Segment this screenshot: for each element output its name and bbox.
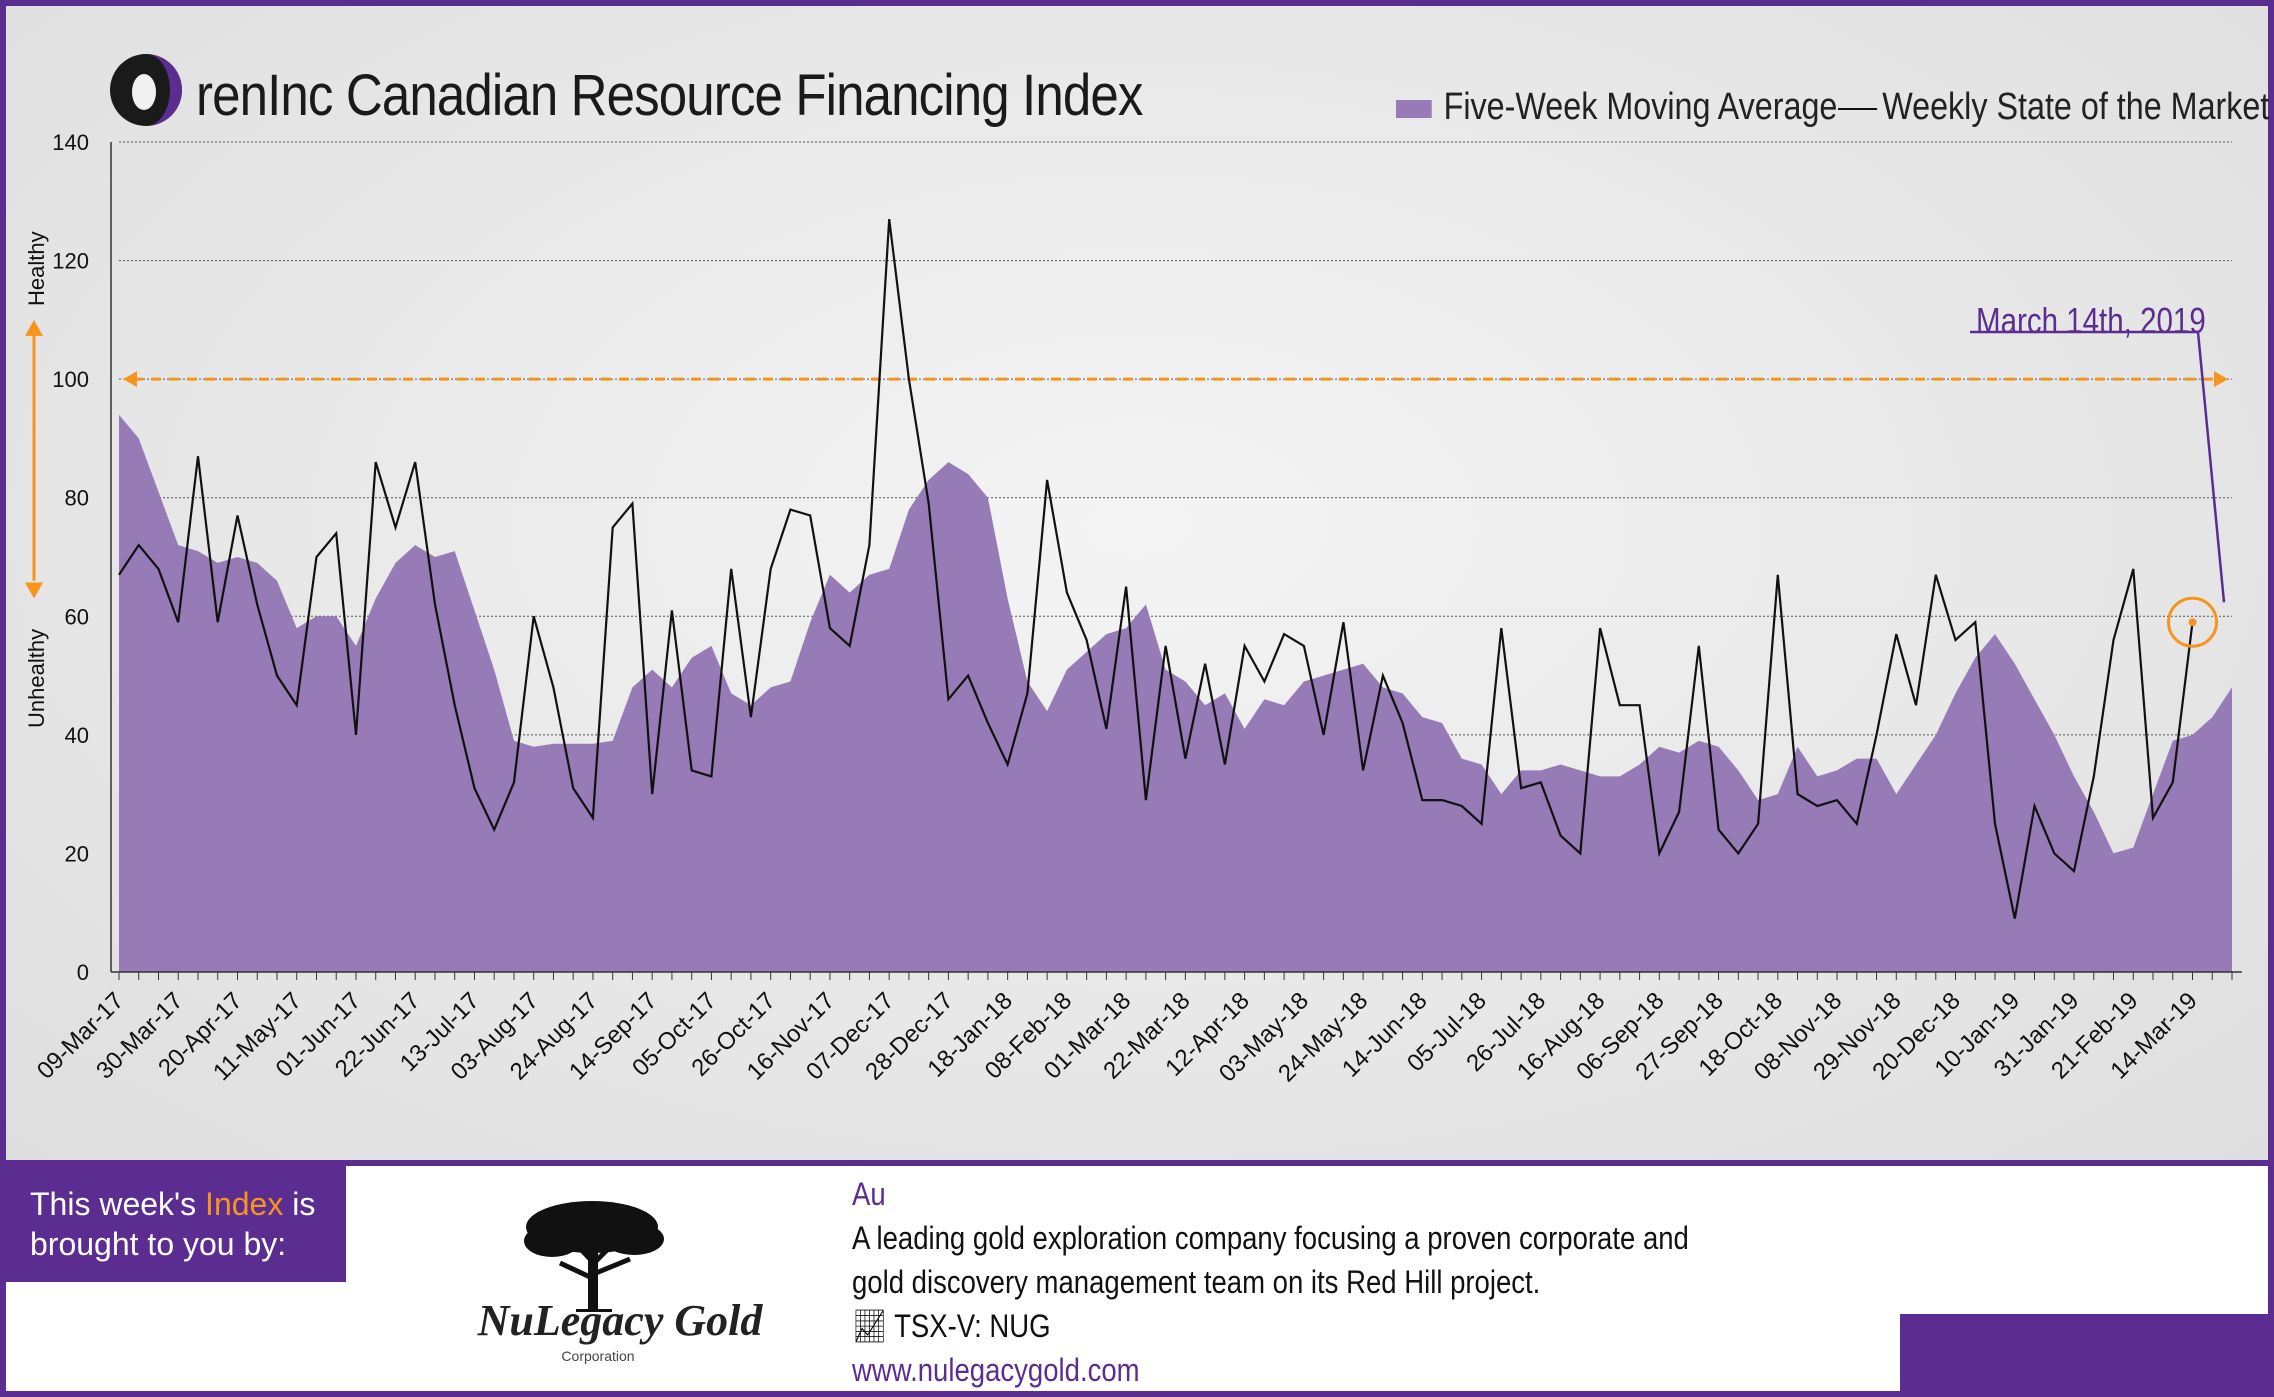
sponsor-company-name: NuLegacy Gold [477,1296,764,1345]
date-callout: March 14th, 2019 [1976,300,2206,341]
stock-chart-icon: 📈︎ [852,1308,895,1344]
sponsor-label-highlight: Index [205,1186,284,1222]
y-tick-label: 140 [52,130,89,155]
sponsor-description: Au A leading gold exploration company fo… [852,1172,1752,1392]
sponsor-url-link[interactable]: www.nulegacygold.com [852,1352,1140,1388]
sponsor-au: Au [852,1176,886,1212]
sponsor-label-part1: This week's [30,1186,206,1222]
legend-area-item: Five-Week Moving Average [1396,86,1837,129]
chart-panel: 0 20 40 60 80 100 120 140 09-Mar-17 30-Mar-17 20-… [6,6,2269,1160]
moving-average-area [119,414,2232,972]
callout-marker [1970,330,2226,648]
callout-circle [2167,596,2219,648]
y-tick-label: 80 [65,486,89,511]
sponsor-ticker-text: TSX-V: NUG [894,1308,1051,1344]
callout-dot [2188,618,2197,627]
y-tick-label: 120 [52,249,89,274]
sponsor-company-sub: Corporation [561,1348,634,1364]
line-series [118,218,2194,919]
healthy-label: Healthy [24,231,49,306]
threshold-arrow-left [123,371,137,388]
health-arrow-down-icon [25,582,43,599]
y-tick-label: 40 [65,723,89,748]
callout-leader [1970,330,2226,603]
health-arrow-up-icon [25,319,43,336]
threshold-arrow-right [2214,371,2228,388]
unhealthy-label: Unhealthy [24,628,49,728]
y-tick-label: 20 [65,841,89,866]
legend-area-swatch [1396,99,1432,118]
weekly-market-line [118,218,2194,919]
corner-accent [1900,1314,2268,1391]
sponsor-desc-line2: gold discovery management team on its Re… [852,1264,1541,1300]
y-tick-label: 0 [77,960,89,985]
sponsor-label-part2: is brought to you by: [30,1186,316,1262]
area-series [119,414,2232,972]
sponsor-label: This week's Index is brought to you by: [6,1166,346,1282]
sponsor-ticker: 📈︎ TSX-V: NUG [852,1304,1626,1348]
sponsor-desc-line1: A leading gold exploration company focus… [852,1220,1689,1256]
nulegacy-logo: NuLegacy Gold Corporation [477,1201,764,1364]
legend-area-label: Five-Week Moving Average [1443,86,1838,128]
threshold-line [123,371,2228,388]
tree-icon [524,1201,664,1312]
y-tick-label: 100 [52,367,89,392]
y-tick-label: 60 [65,604,89,629]
legend-line-item: Weekly State of the Market [1838,86,2269,129]
legend-line-label: Weekly State of the Market [1882,86,2270,128]
legend-line-swatch [1838,107,1878,110]
chart-title: renInc Canadian Resource Financing Index [196,63,1143,128]
sponsor-divider [6,1160,2268,1166]
orenin-logo-icon [110,54,182,126]
